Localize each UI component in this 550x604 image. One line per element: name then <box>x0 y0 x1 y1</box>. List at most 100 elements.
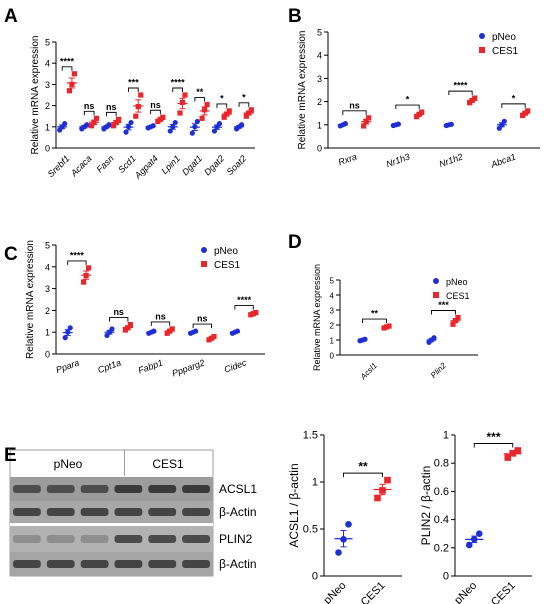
significance-bracket <box>192 323 212 329</box>
significance-bracket <box>238 102 250 107</box>
x-tick-label: Nr1h2 <box>438 151 464 169</box>
significance-label: **** <box>237 295 252 305</box>
panel-letter: E <box>4 445 17 466</box>
blot-band <box>46 535 75 543</box>
category-group: ** <box>189 87 210 136</box>
y-tick-label: 5 <box>45 241 50 251</box>
blot-band <box>182 560 210 568</box>
category-group: **** <box>57 56 78 133</box>
data-point-pneo <box>475 530 483 537</box>
blot-row-2 <box>10 501 213 523</box>
data-point-ces1 <box>182 92 188 98</box>
x-tick-label: Ppparg2 <box>171 357 206 378</box>
significance-label: ns <box>150 100 161 110</box>
data-point-pneo <box>194 118 200 125</box>
series-ces1 <box>361 115 372 129</box>
series-pneo <box>337 121 348 129</box>
x-tick-label: Agpat4 <box>132 153 160 181</box>
significance-bracket <box>473 443 514 448</box>
y-axis-label: Relative mRNA expression <box>312 264 322 371</box>
blot-band <box>114 535 143 543</box>
y-tick-label: 0 <box>45 350 50 360</box>
band-label: PLIN2 <box>219 532 253 546</box>
y-tick-label: 3 <box>45 80 50 90</box>
data-point-ces1 <box>226 108 232 114</box>
significance-bracket <box>128 87 139 92</box>
series-ces1 <box>122 321 133 333</box>
significance-label: ns <box>155 311 166 321</box>
y-tick-label: 4 <box>330 292 335 301</box>
blot-band <box>80 508 109 516</box>
y-tick-label: 0.8 <box>434 458 449 470</box>
x-tick-label: CES1 <box>489 580 518 604</box>
y-tick-label: 5 <box>317 28 322 38</box>
data-point-pneo <box>67 325 73 331</box>
legend-marker-pneo <box>479 33 485 39</box>
significance-label: ns <box>197 314 208 324</box>
significance-label: ** <box>196 87 204 97</box>
significance-label: ns <box>349 100 360 110</box>
significance-label: ns <box>113 307 124 317</box>
y-tick-label: 0.4 <box>434 514 449 526</box>
group-label-ces1: CES1 <box>152 457 184 471</box>
y-tick-label: 1 <box>45 122 50 132</box>
band-label: β-Actin <box>219 557 257 571</box>
y-tick-label: 2 <box>317 97 322 107</box>
data-point-ces1 <box>204 101 210 108</box>
category-group: ns <box>145 100 166 131</box>
category-group: * <box>390 95 425 129</box>
blot-band <box>182 508 210 516</box>
significance-bracket <box>362 318 387 324</box>
significance-label: * <box>512 93 516 103</box>
significance-bracket <box>194 97 206 102</box>
data-point-ces1 <box>88 123 95 129</box>
data-point-ces1 <box>472 95 478 101</box>
data-point-ces1 <box>211 333 217 340</box>
panel-letter: D <box>288 232 302 253</box>
category-group: *** <box>123 78 144 135</box>
chart-legend: pNeo CES1 <box>433 277 470 301</box>
series-ces1 <box>450 314 461 327</box>
significance-label: *** <box>438 300 449 310</box>
significance-label: **** <box>171 78 186 88</box>
significance-label: **** <box>70 250 85 260</box>
category-group: * <box>496 93 531 131</box>
series-ces1 <box>503 447 522 461</box>
significance-bracket <box>448 90 473 96</box>
data-point-ces1 <box>93 115 100 121</box>
significance-bracket <box>431 310 456 315</box>
x-tick-label: Acaca <box>68 153 93 178</box>
data-point-ces1 <box>199 115 205 121</box>
series-ces1 <box>206 333 217 343</box>
series-pneo <box>146 328 157 336</box>
blot-band <box>13 508 41 516</box>
y-axis-label: ACSL1 / β-actin <box>287 463 301 547</box>
significance-bracket <box>172 87 183 92</box>
chart-legend: pNeo CES1 <box>479 32 519 57</box>
x-tick-label: Plin2 <box>429 361 448 380</box>
significance-label: ns <box>106 102 117 112</box>
x-tick-label: Cidec <box>223 357 249 374</box>
legend-label: pNeo <box>214 246 238 257</box>
blot-band <box>46 485 75 493</box>
blot-band <box>46 508 75 516</box>
legend-marker-pneo <box>201 247 207 253</box>
significance-bracket <box>216 103 228 108</box>
significance-label: * <box>242 92 246 102</box>
series-pneo <box>57 121 68 133</box>
blot-band <box>182 485 210 493</box>
data-point-pneo <box>345 521 352 528</box>
band-label: β-Actin <box>219 505 257 519</box>
series-pneo <box>167 119 178 134</box>
series-pneo <box>145 123 156 131</box>
y-tick-label: 1 <box>317 120 322 130</box>
blot-band <box>80 535 109 543</box>
group-label-pneo: pNeo <box>54 457 83 471</box>
x-tick-label: Rxra <box>337 151 358 167</box>
y-axis-label: Relative mRNA expression <box>25 240 36 359</box>
blot-membrane <box>10 501 213 523</box>
data-point-ces1 <box>71 71 78 77</box>
series-pneo <box>465 530 484 549</box>
